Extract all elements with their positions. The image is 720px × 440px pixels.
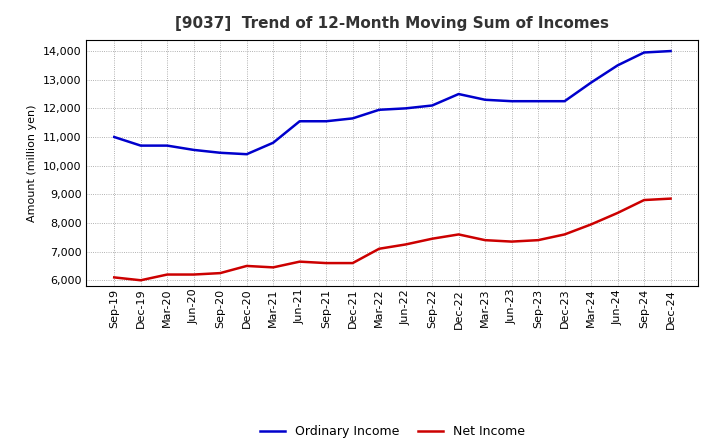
Net Income: [587, 222, 595, 227]
Net Income: [454, 232, 463, 237]
Ordinary Income: [454, 92, 463, 97]
Net Income: [481, 238, 490, 243]
Net Income: [189, 272, 198, 277]
Ordinary Income: [613, 63, 622, 68]
Net Income: [269, 265, 277, 270]
Ordinary Income: [587, 80, 595, 85]
Y-axis label: Amount (million yen): Amount (million yen): [27, 104, 37, 222]
Net Income: [401, 242, 410, 247]
Ordinary Income: [508, 99, 516, 104]
Net Income: [295, 259, 304, 264]
Net Income: [508, 239, 516, 244]
Ordinary Income: [428, 103, 436, 108]
Net Income: [322, 260, 330, 266]
Ordinary Income: [481, 97, 490, 103]
Net Income: [110, 275, 119, 280]
Title: [9037]  Trend of 12-Month Moving Sum of Incomes: [9037] Trend of 12-Month Moving Sum of I…: [176, 16, 609, 32]
Ordinary Income: [216, 150, 225, 155]
Net Income: [666, 196, 675, 201]
Net Income: [640, 198, 649, 203]
Ordinary Income: [534, 99, 542, 104]
Ordinary Income: [189, 147, 198, 153]
Ordinary Income: [243, 151, 251, 157]
Ordinary Income: [401, 106, 410, 111]
Line: Ordinary Income: Ordinary Income: [114, 51, 670, 154]
Net Income: [534, 238, 542, 243]
Ordinary Income: [348, 116, 357, 121]
Ordinary Income: [269, 140, 277, 145]
Ordinary Income: [163, 143, 171, 148]
Ordinary Income: [136, 143, 145, 148]
Net Income: [243, 263, 251, 268]
Ordinary Income: [640, 50, 649, 55]
Legend: Ordinary Income, Net Income: Ordinary Income, Net Income: [255, 420, 530, 440]
Net Income: [136, 278, 145, 283]
Ordinary Income: [322, 119, 330, 124]
Ordinary Income: [666, 48, 675, 54]
Ordinary Income: [295, 119, 304, 124]
Net Income: [163, 272, 171, 277]
Line: Net Income: Net Income: [114, 198, 670, 280]
Net Income: [348, 260, 357, 266]
Net Income: [560, 232, 569, 237]
Net Income: [428, 236, 436, 242]
Net Income: [613, 210, 622, 216]
Net Income: [216, 271, 225, 276]
Ordinary Income: [560, 99, 569, 104]
Ordinary Income: [110, 134, 119, 139]
Net Income: [375, 246, 384, 251]
Ordinary Income: [375, 107, 384, 113]
